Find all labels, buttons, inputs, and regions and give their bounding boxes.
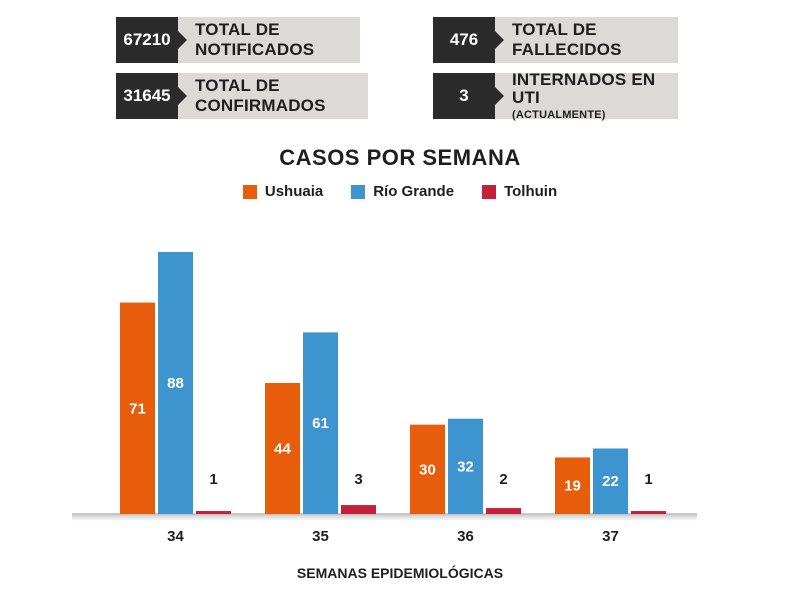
legend-swatch [351, 184, 366, 199]
chart-legend: Ushuaia Río Grande Tolhuin [0, 183, 800, 200]
data-label-ushuaia-37: 19 [564, 478, 581, 495]
stat-label: INTERNADOS EN UTI [512, 69, 656, 108]
data-label-ushuaia-34: 71 [129, 400, 146, 417]
stat-label-box: TOTAL DE CONFIRMADOS [178, 73, 368, 119]
bar-r-o-grande-35 [303, 332, 338, 514]
stat-label-box: TOTAL DE NOTIFICADOS [178, 17, 360, 63]
stat-internados-uti: 3 INTERNADOS EN UTI (ACTUALMENTE) [433, 69, 678, 122]
bar-r-o-grande-34 [158, 251, 193, 514]
legend-label: Ushuaia [264, 183, 324, 200]
x-tick-label: 35 [312, 528, 329, 545]
data-label-tolhuin-34: 1 [209, 471, 217, 488]
chart-title: CASOS POR SEMANA [279, 145, 521, 170]
x-axis-label: SEMANAS EPIDEMIOLÓGICAS [296, 565, 504, 581]
x-tick-label: 34 [167, 528, 184, 545]
data-label-tolhuin-36: 2 [499, 471, 507, 488]
stat-notificados: 67210 TOTAL DE NOTIFICADOS [116, 17, 360, 63]
x-tick-label: 37 [602, 528, 619, 545]
data-label-tolhuin-37: 1 [644, 471, 652, 488]
stat-sublabel: (ACTUALMENTE) [512, 109, 606, 122]
data-label-tolhuin-35: 3 [354, 471, 362, 488]
bar-tolhuin-35 [341, 505, 376, 514]
stat-label-box: TOTAL DE FALLECIDOS [495, 17, 678, 63]
legend-item-rio-grande: Río Grande [351, 183, 454, 200]
bar-ushuaia-34 [120, 302, 155, 514]
bar-ushuaia-36 [410, 424, 445, 514]
bar-tolhuin-37 [631, 511, 666, 514]
bar-tolhuin-36 [486, 508, 521, 514]
stat-label: TOTAL DE NOTIFICADOS [195, 20, 315, 59]
stat-value: 3 [433, 73, 504, 119]
stat-label: TOTAL DE FALLECIDOS [512, 20, 622, 59]
bar-ushuaia-37 [555, 457, 590, 514]
baseline-shadow [72, 514, 697, 521]
legend-swatch [242, 184, 257, 199]
data-label-r-o-grande-37: 22 [602, 473, 619, 490]
data-label-r-o-grande-35: 61 [312, 415, 329, 432]
legend-item-tolhuin: Tolhuin [482, 183, 557, 200]
bar-ushuaia-35 [265, 382, 300, 514]
legend-swatch [482, 184, 497, 199]
bar-tolhuin-34 [196, 511, 231, 514]
stat-label: TOTAL DE CONFIRMADOS [195, 76, 326, 115]
data-label-ushuaia-36: 30 [419, 461, 436, 478]
legend-label: Tolhuin [504, 183, 558, 200]
bar-r-o-grande-36 [448, 418, 483, 514]
bar-r-o-grande-37 [593, 448, 628, 514]
data-label-r-o-grande-36: 32 [457, 458, 474, 475]
legend-label: Río Grande [373, 183, 455, 200]
x-tick-label: 36 [457, 528, 474, 545]
stat-value: 476 [433, 17, 504, 63]
stat-fallecidos: 476 TOTAL DE FALLECIDOS [433, 17, 678, 63]
data-label-r-o-grande-34: 88 [167, 375, 184, 392]
stat-value: 67210 [116, 17, 187, 63]
legend-item-ushuaia: Ushuaia [242, 183, 324, 200]
stat-value: 31645 [116, 73, 187, 119]
data-label-ushuaia-35: 44 [274, 440, 291, 457]
stat-confirmados: 31645 TOTAL DE CONFIRMADOS [116, 73, 368, 119]
stat-label-box: INTERNADOS EN UTI (ACTUALMENTE) [495, 69, 678, 122]
